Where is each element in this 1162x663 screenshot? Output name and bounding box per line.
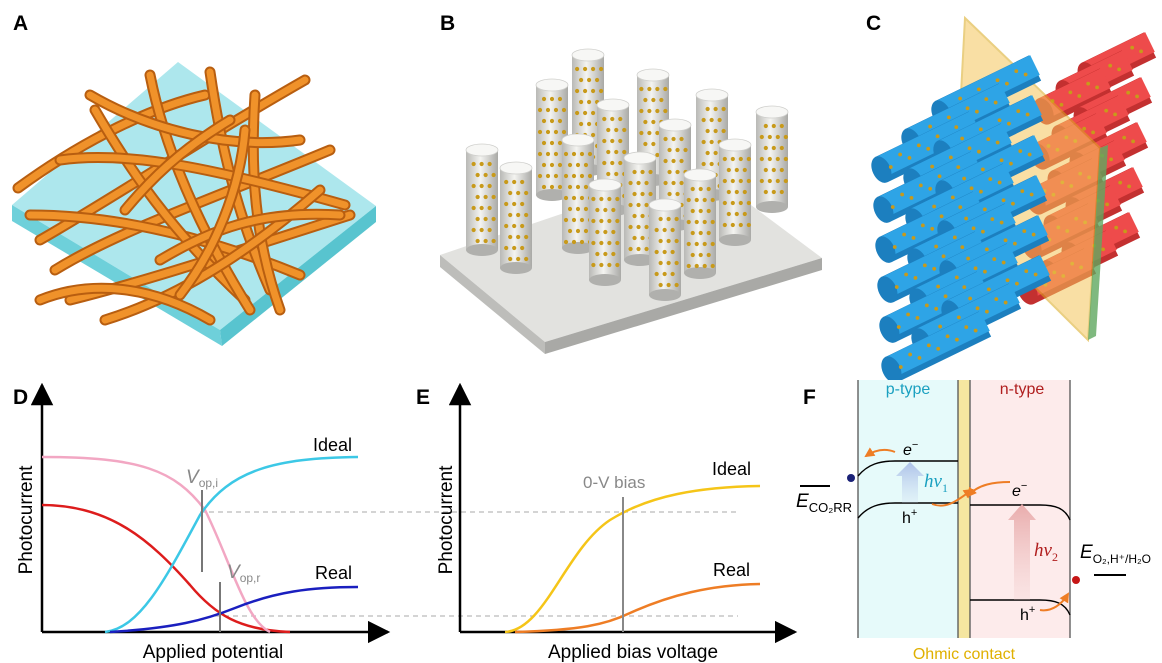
svg-text:h+: h+ [1020,604,1035,624]
curve-e-ideal [504,484,761,634]
hv1-label: hν [924,471,943,492]
electron-label-p: e [903,442,912,459]
hole-label-n: h [1020,607,1029,624]
ohmic-contact-label: Ohmic contact [913,646,1016,663]
curve-e-real [514,582,761,634]
hole-sup-p: + [911,507,917,519]
vop-i-subscript: op,i [199,476,218,490]
curve-d-ideal [104,455,359,634]
e-o2-subscript: O₂,H⁺/H₂O [1093,552,1151,566]
svg-text:EO₂,H⁺/H₂O: EO₂,H⁺/H₂O [1080,542,1151,566]
svg-text:e−: e− [903,439,918,459]
curve-d-pink [41,455,271,634]
e-x-axis-label: Applied bias voltage [548,642,718,663]
electron-sup-p: − [912,439,918,451]
curve-d-red [41,503,291,634]
svg-text:hν2: hν2 [1034,540,1058,564]
e-y-axis-label: Photocurrent [436,465,457,575]
e-real-label: Real [713,560,750,580]
e-co2rr-subscript: CO₂RR [809,500,852,515]
panel-c-tandem-rod-array [871,15,1157,383]
panel-label-f: F [803,386,816,409]
e-ideal-label: Ideal [712,459,751,479]
svg-text:Vop,r: Vop,r [227,562,260,585]
hv1-subscript: 1 [942,481,948,495]
panel-label-c: C [866,12,881,35]
svg-text:Vop,i: Vop,i [186,467,218,490]
panel-f-band-diagram: p-type n-type Ohmic contact e− h+ e− h+ … [796,380,1151,663]
panel-label-a: A [13,12,28,35]
svg-text:ECO₂RR: ECO₂RR [796,491,852,515]
hv2-subscript: 2 [1052,550,1058,564]
svg-text:e−: e− [1012,480,1027,500]
panel-e-plot: 0-V bias Ideal Real Applied bias voltage… [436,382,798,663]
d-real-label: Real [315,563,352,583]
vop-i-label: V [186,467,201,488]
hv2-label: hν [1034,540,1053,561]
vop-r-label: V [227,562,242,583]
svg-text:hν1: hν1 [924,471,948,495]
d-x-axis-label: Applied potential [143,642,284,663]
electron-label-n: e [1012,483,1021,500]
co2rr-level-dot [847,474,855,482]
curve-d-real [109,585,359,634]
e-o2-label: E [1080,542,1093,563]
panel-label-d: D [13,386,28,409]
hole-sup-n: + [1029,604,1035,616]
hole-label-p: h [902,510,911,527]
d-ideal-label: Ideal [313,435,352,455]
svg-text:h+: h+ [902,507,917,527]
n-type-label: n-type [1000,381,1045,398]
electron-sup-n: − [1021,480,1027,492]
e-co2rr-label: E [796,491,809,512]
p-type-label: p-type [886,381,931,398]
panel-label-e: E [416,386,430,409]
panel-a-nanowire-network [12,62,376,346]
vop-r-subscript: op,r [240,571,261,585]
panel-label-b: B [440,12,455,35]
panel-d-plot: Vop,i Vop,r Ideal Real Applied potential… [16,382,738,663]
d-y-axis-label: Photocurrent [16,465,37,575]
panel-b-nanopillar-array [440,48,822,354]
o2-level-dot [1072,576,1080,584]
e-bias-label: 0-V bias [583,473,645,492]
